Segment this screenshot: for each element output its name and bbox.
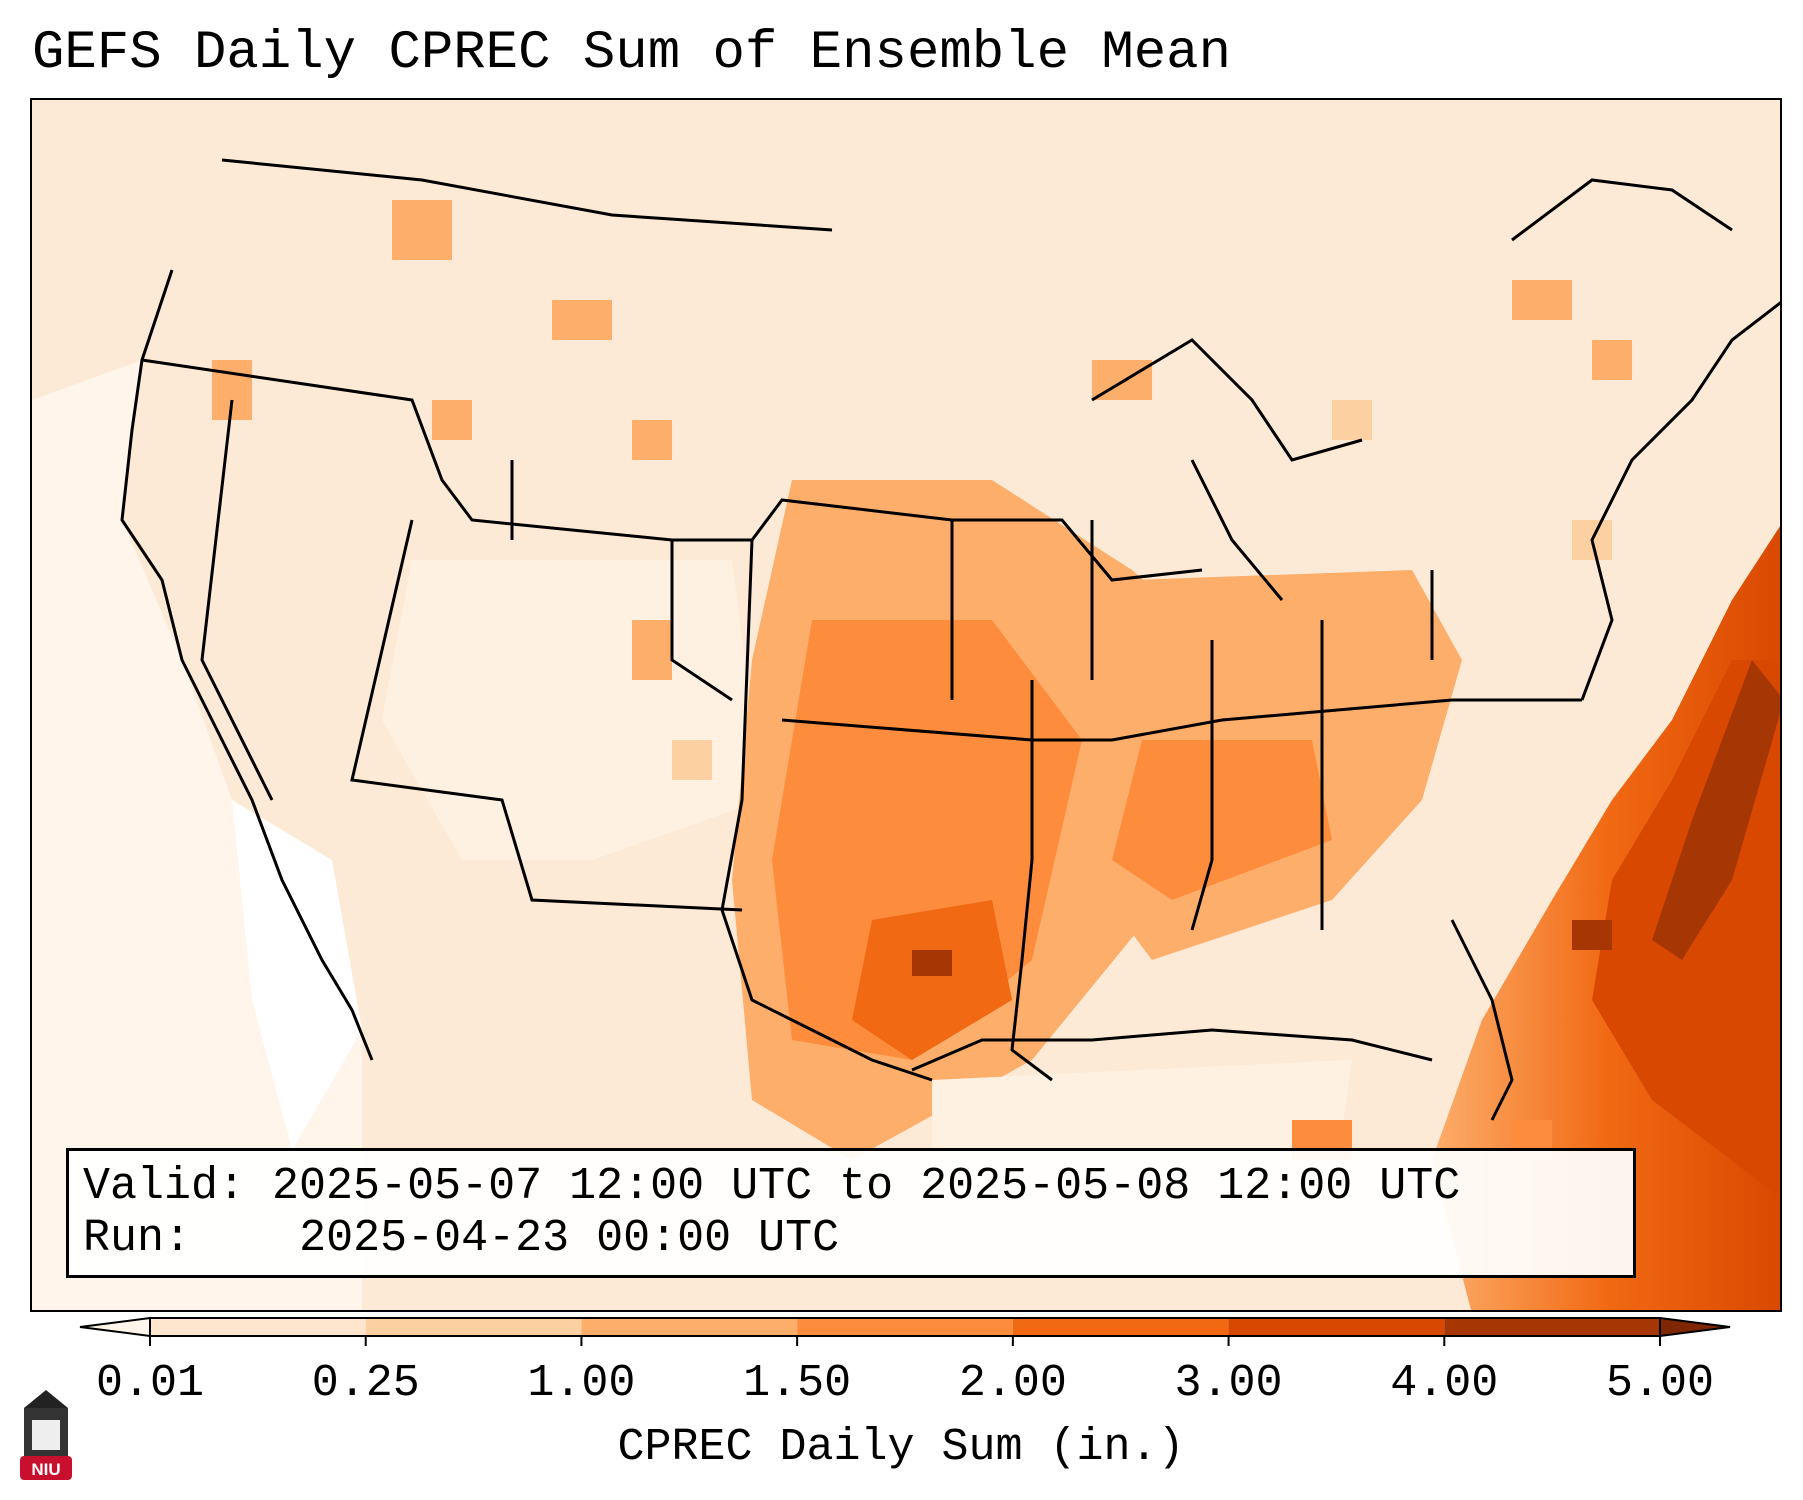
- map-title: GEFS Daily CPREC Sum of Ensemble Mean: [32, 23, 1231, 84]
- atlantic-peak-region: [1652, 660, 1780, 960]
- arizona-border: [350, 519, 743, 912]
- colorbar-bin: [797, 1318, 1013, 1336]
- tennessee-heavy-region: [1112, 740, 1332, 900]
- run-value: 2025-04-23 00:00 UTC: [299, 1213, 840, 1264]
- atlantic-coastline: [1580, 301, 1780, 701]
- valid-run-info-box: Valid: 2025-05-07 12:00 UTC to 2025-05-0…: [66, 1148, 1636, 1278]
- colorbar-tick-label: 4.00: [1390, 1358, 1499, 1409]
- boundary-lines: [120, 158, 1780, 1121]
- colorbar-extend-low: [79, 1316, 151, 1338]
- colorbar-tick-label: 5.00: [1605, 1358, 1715, 1409]
- great-lakes-outline: [1091, 338, 1363, 462]
- colorbar-tick-label: 0.01: [95, 1358, 205, 1409]
- texas-oklahoma-heavy-region: [772, 620, 1082, 1060]
- run-label: Run:: [83, 1213, 192, 1264]
- kansas-tennessee-border: [781, 698, 1582, 742]
- niu-logo: NIU: [20, 1390, 72, 1480]
- colorbar-label: CPREC Daily Sum (in.): [617, 1422, 1185, 1473]
- colorbar-tick-label: 0.25: [311, 1358, 420, 1409]
- texas-peak-cell: [912, 950, 952, 976]
- texas-west-border: [720, 539, 933, 1082]
- valid-line: Valid: 2025-05-07 12:00 UTC to 2025-05-0…: [83, 1161, 1460, 1213]
- pacific-coastline: [120, 269, 374, 1061]
- colorbar-tick-label: 1.50: [743, 1358, 852, 1409]
- colorbar-tick-label: 3.00: [1174, 1358, 1283, 1409]
- niu-logo-text: NIU: [31, 1460, 60, 1479]
- texas-core-region: [852, 900, 1012, 1060]
- mississippi-river: [1010, 680, 1053, 1082]
- niu-logo-badge: [20, 1456, 72, 1480]
- colorbar-bin: [1012, 1318, 1229, 1336]
- colorbar: [79, 1316, 1731, 1346]
- precipitation-map: [30, 98, 1782, 1312]
- colorado-border: [670, 540, 733, 702]
- canada-border-east: [1511, 178, 1733, 242]
- valid-value: 2025-05-07 12:00 UTC to 2025-05-08 12:00…: [272, 1161, 1461, 1212]
- colorbar-bin: [365, 1318, 582, 1336]
- florida-coastline: [1450, 919, 1514, 1121]
- michigan-outline: [1190, 459, 1284, 601]
- gulf-coastline: [911, 1028, 1433, 1072]
- baja-white-region: [232, 800, 362, 1150]
- colorbar-bin: [1444, 1318, 1660, 1336]
- valid-label: Valid:: [83, 1161, 246, 1212]
- nevada-border: [200, 399, 274, 801]
- run-line: Run: 2025-04-23 00:00 UTC: [83, 1213, 839, 1265]
- colorbar-bin: [150, 1318, 366, 1336]
- atlantic-peak-cell: [1572, 920, 1612, 950]
- colorbar-extend-high: [1659, 1316, 1731, 1338]
- canada-border-west: [221, 158, 833, 232]
- colorbar-bin: [581, 1318, 798, 1336]
- colorbar-bin: [1228, 1318, 1445, 1336]
- alabama-border: [1190, 640, 1214, 931]
- colorbar-tick-label: 2.00: [958, 1358, 1067, 1409]
- southwest-light-region: [382, 560, 762, 860]
- map-canvas: [32, 100, 1780, 1310]
- colorbar-tick-label: 1.00: [527, 1358, 636, 1409]
